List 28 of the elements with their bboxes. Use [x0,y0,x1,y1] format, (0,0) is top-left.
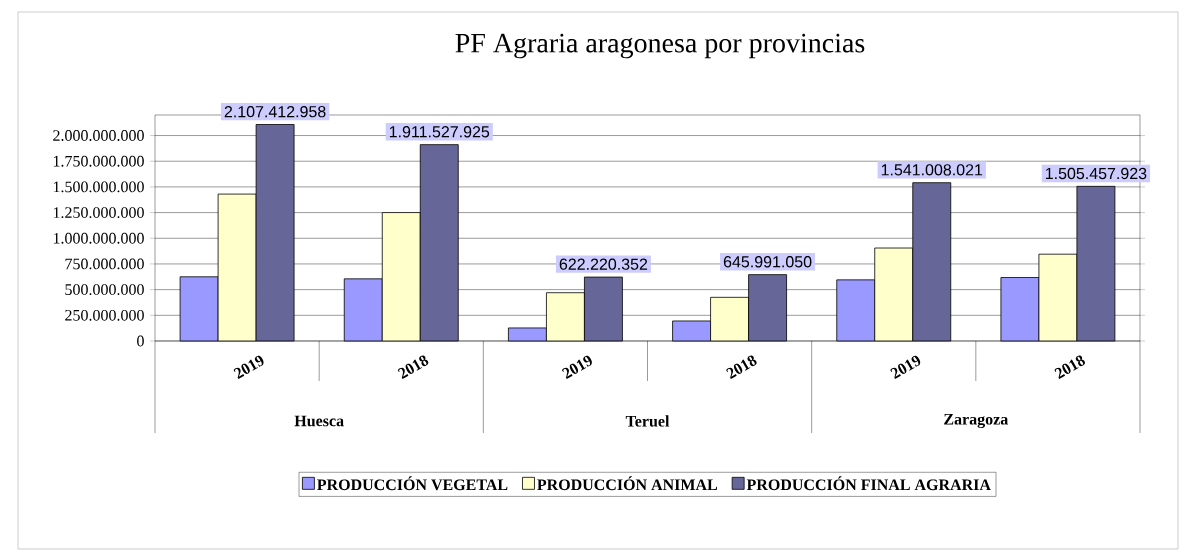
legend-label: PRODUCCIÓN VEGETAL [317,476,508,491]
text: Zaragoza [944,413,1009,428]
y-tick-label: 2.000.000.000 [53,130,144,141]
data-label: 645.991.050 [723,256,812,268]
y-tick-label: 500.000.000 [65,284,144,296]
y-tick-label: 1.750.000.000 [53,155,144,167]
data-label: 1.505.457.923 [1045,167,1147,180]
x-tick-label: 2018 [726,355,757,379]
y-tick-label: 1.000.000.000 [53,232,144,244]
y-tick-label: 250.000.000 [65,309,144,321]
chart-title: PF Agraria aragonesa por provincias [455,33,865,59]
data-label: 1.911.527.925 [389,126,490,138]
y-tick-label: 1.250.000.000 [53,207,144,219]
text: Teruel [625,415,670,427]
y-tick-label: 1.500.000.000 [53,181,144,193]
y-tick-label: 0 [137,335,144,347]
text: Huesca [294,415,344,427]
y-tick-label: 750.000.000 [65,258,144,270]
x-tick-label: 2019 [233,355,264,379]
data-label: 1.541.008.021 [881,164,983,176]
x-tick-label: 2018 [397,355,429,379]
x-tick-label: 2019 [890,355,921,379]
legend-label: PRODUCCIÓN ANIMAL [537,476,718,491]
data-label: 622.220.352 [559,258,648,270]
x-tick-label: 2018 [1054,355,1086,379]
legend-label: PRODUCCIÓN FINAL AGRARIA [746,476,991,491]
x-tick-label: 2019 [561,355,592,379]
data-label: 2.107.412.958 [224,105,326,118]
